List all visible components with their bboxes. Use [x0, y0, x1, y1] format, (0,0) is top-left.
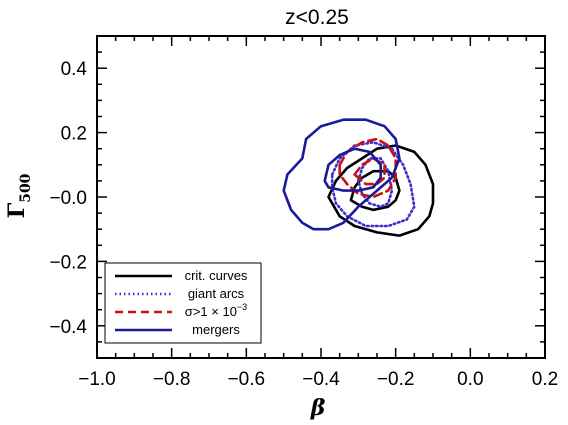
contour-series-group: [282, 118, 435, 237]
legend-label: σ>1 × 10−3: [185, 302, 247, 319]
x-tick-label: −1.0: [78, 369, 116, 390]
legend-label: giant arcs: [188, 286, 245, 301]
x-axis-title: β: [310, 395, 326, 421]
legend-label: mergers: [192, 322, 240, 337]
x-tick-label: −0.8: [153, 369, 191, 390]
y-axis-title-main: Γ: [4, 202, 30, 218]
x-tick-label: −0.6: [228, 369, 266, 390]
series-1-10: [338, 137, 397, 199]
y-tick-label: −0.0: [49, 188, 87, 209]
series-mergers: [282, 118, 401, 231]
y-tick-label: 0.4: [61, 59, 88, 80]
y-axis-title-subscript: 500: [18, 173, 34, 202]
x-tick-label: 0.0: [457, 369, 483, 390]
contour-line: [282, 118, 401, 231]
chart-title: z<0.25: [285, 6, 349, 29]
contour-line: [338, 137, 397, 199]
legend-label: crit. curves: [185, 268, 248, 283]
contour-line: [327, 144, 435, 237]
y-tick-label: 0.2: [61, 124, 87, 145]
axis-ticks: −1.0 −0.8 −0.6 −0.4 −0.2 0.0 0.2 −0.4 −0.2 −0.0 0.…: [49, 35, 558, 390]
y-axis-title: Γ500: [4, 173, 34, 218]
contour-line: [323, 147, 382, 192]
contour-line: [353, 157, 386, 186]
y-tick-label: −0.4: [49, 317, 87, 338]
y-tick-label: −0.2: [49, 252, 87, 273]
x-tick-label: −0.4: [302, 369, 340, 390]
x-tick-label: −0.2: [377, 369, 415, 390]
svg-text:Γ500: Γ500: [4, 173, 34, 218]
x-tick-label: 0.2: [532, 369, 558, 390]
